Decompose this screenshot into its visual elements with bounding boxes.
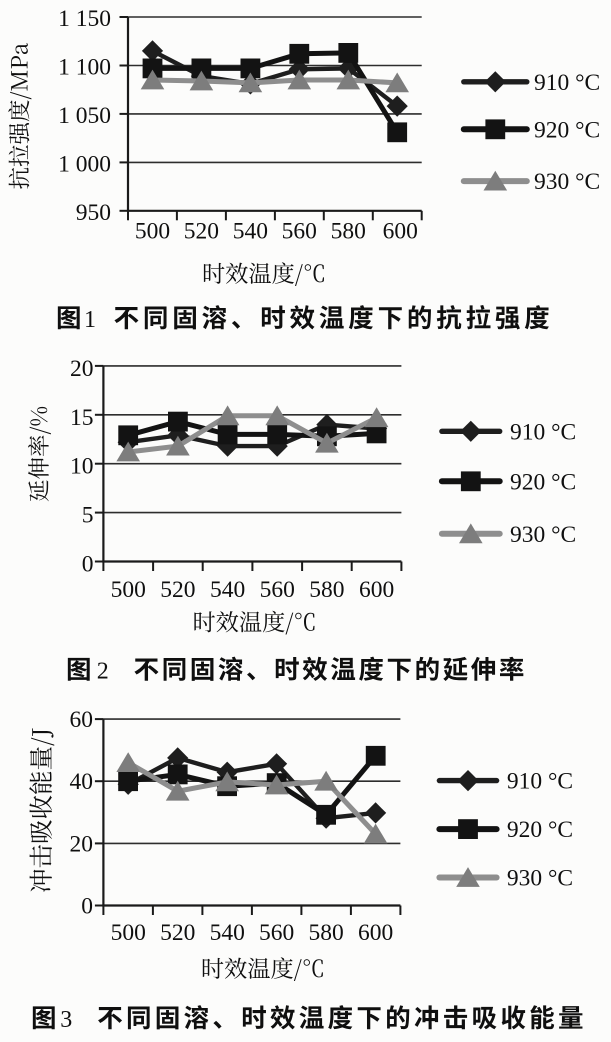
- svg-text:600: 600: [358, 920, 393, 946]
- svg-text:500: 500: [111, 577, 146, 603]
- svg-text:20: 20: [70, 356, 94, 382]
- svg-text:0: 0: [81, 894, 93, 920]
- svg-text:920 °C: 920 °C: [534, 117, 600, 143]
- svg-text:600: 600: [359, 577, 394, 603]
- svg-text:500: 500: [135, 219, 170, 245]
- svg-text:2: 2: [97, 659, 109, 685]
- svg-text:520: 520: [160, 577, 195, 603]
- svg-text:1 100: 1 100: [58, 55, 111, 81]
- svg-text:580: 580: [331, 219, 366, 245]
- svg-text:10: 10: [70, 454, 94, 480]
- svg-text:930 °C: 930 °C: [507, 866, 573, 892]
- svg-text:1 000: 1 000: [58, 151, 111, 177]
- svg-text:920 °C: 920 °C: [507, 817, 573, 843]
- svg-text:920 °C: 920 °C: [510, 469, 576, 495]
- svg-text:60: 60: [70, 707, 94, 733]
- svg-text:910 °C: 910 °C: [507, 769, 573, 795]
- svg-text:540: 540: [210, 577, 245, 603]
- svg-text:520: 520: [160, 920, 195, 946]
- svg-text:500: 500: [111, 920, 146, 946]
- svg-text:40: 40: [70, 769, 94, 795]
- svg-text:580: 580: [309, 577, 344, 603]
- svg-text:1: 1: [84, 307, 96, 333]
- svg-text:580: 580: [308, 920, 343, 946]
- svg-text:20: 20: [70, 831, 94, 857]
- svg-text:1 050: 1 050: [58, 103, 111, 129]
- svg-text:3: 3: [60, 1007, 72, 1033]
- svg-text:540: 540: [210, 920, 245, 946]
- svg-text:560: 560: [282, 219, 317, 245]
- svg-text:910 °C: 910 °C: [534, 70, 600, 96]
- svg-text:930 °C: 930 °C: [510, 522, 576, 548]
- svg-text:600: 600: [383, 219, 418, 245]
- svg-text:950: 950: [76, 200, 111, 226]
- svg-text:910 °C: 910 °C: [510, 419, 576, 445]
- svg-text:560: 560: [260, 577, 295, 603]
- svg-text:560: 560: [259, 920, 294, 946]
- svg-text:15: 15: [70, 405, 94, 431]
- svg-text:930 °C: 930 °C: [534, 169, 600, 195]
- svg-text:1 150: 1 150: [58, 6, 111, 32]
- svg-text:520: 520: [184, 219, 219, 245]
- svg-text:0: 0: [82, 552, 94, 578]
- svg-text:5: 5: [82, 503, 94, 529]
- svg-text:540: 540: [233, 219, 268, 245]
